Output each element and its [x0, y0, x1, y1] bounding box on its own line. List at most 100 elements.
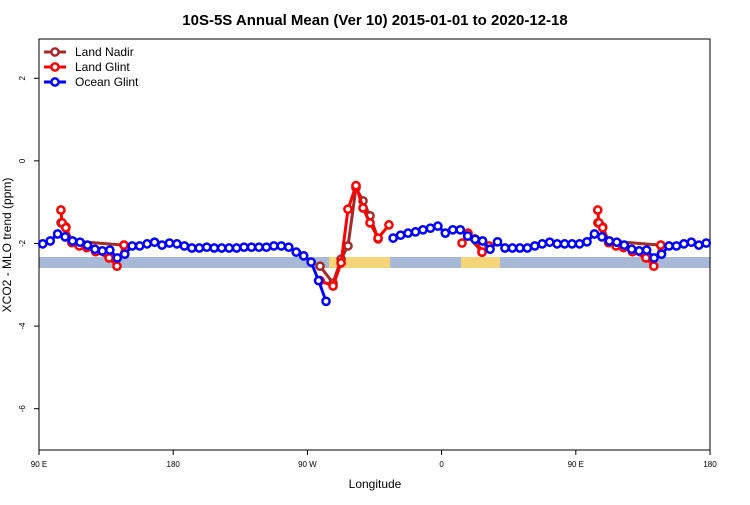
point: [515, 243, 525, 253]
point: [37, 239, 48, 249]
point: [655, 240, 666, 250]
point: [559, 239, 570, 249]
point: [477, 236, 488, 246]
x-tick-label: 0: [439, 460, 444, 469]
point: [328, 281, 338, 291]
point: [619, 240, 630, 250]
point: [60, 222, 71, 233]
point: [127, 241, 138, 251]
point: [52, 229, 63, 239]
point: [194, 243, 205, 253]
point: [552, 239, 563, 249]
x-tick-label: 90 W: [298, 460, 317, 469]
point: [403, 228, 413, 238]
point: [97, 246, 108, 256]
point: [104, 253, 114, 263]
legend-marker: [50, 62, 60, 72]
point: [269, 241, 279, 251]
point: [291, 247, 302, 257]
point: [239, 242, 249, 253]
x-axis-label: Longitude: [349, 477, 402, 491]
point: [701, 238, 712, 248]
point: [592, 205, 603, 215]
point: [231, 243, 242, 253]
x-tick-label: 180: [703, 460, 717, 469]
point: [641, 245, 652, 255]
point: [358, 203, 368, 213]
point: [164, 238, 175, 248]
point: [60, 232, 70, 242]
legend-label: Land Nadir: [75, 45, 134, 59]
point: [582, 236, 592, 247]
point: [455, 224, 466, 235]
x-tick-label: 180: [167, 460, 181, 469]
point: [82, 240, 93, 250]
point: [544, 237, 555, 248]
point: [597, 232, 607, 242]
point: [626, 244, 637, 255]
point: [425, 223, 436, 234]
point: [134, 241, 145, 251]
point: [574, 239, 585, 249]
y-tick-label: 2: [18, 75, 27, 80]
point: [298, 251, 309, 261]
point: [597, 222, 608, 233]
point: [395, 230, 406, 241]
point: [418, 224, 428, 235]
point: [641, 253, 651, 263]
point: [500, 243, 510, 253]
point: [462, 231, 473, 241]
point: [67, 236, 78, 246]
land-band: [39, 257, 710, 268]
point: [634, 246, 645, 256]
point: [664, 241, 674, 251]
point: [567, 239, 577, 249]
point: [157, 240, 167, 250]
point: [261, 242, 272, 253]
point: [321, 296, 331, 307]
point: [90, 244, 100, 255]
point: [186, 243, 197, 253]
point: [306, 257, 316, 267]
y-axis-label: XCO2 - MLO trend (ppm): [0, 178, 14, 313]
point: [209, 243, 220, 253]
point: [440, 228, 451, 238]
point: [671, 241, 682, 251]
point: [119, 240, 129, 250]
point: [649, 253, 659, 263]
point: [656, 249, 667, 260]
point: [492, 236, 503, 247]
point: [343, 241, 353, 251]
point: [447, 224, 458, 235]
point: [343, 204, 353, 215]
point: [373, 233, 383, 243]
point: [693, 240, 704, 250]
point: [679, 239, 689, 249]
point: [384, 220, 394, 230]
point: [315, 261, 325, 272]
point: [75, 237, 85, 248]
point: [224, 243, 234, 253]
point: [648, 261, 659, 272]
point: [611, 237, 622, 248]
point: [172, 239, 182, 249]
point: [149, 237, 160, 248]
y-tick-label: 0: [18, 158, 27, 163]
x-tick-label: 90 E: [31, 460, 47, 469]
point: [142, 239, 152, 249]
point: [246, 242, 257, 253]
point: [433, 221, 443, 231]
land-segment: [329, 257, 390, 268]
point: [276, 241, 287, 251]
point: [45, 236, 56, 246]
y-tick-label: -4: [18, 322, 27, 330]
point: [56, 205, 66, 215]
legend-label: Land Glint: [75, 60, 130, 74]
point: [507, 243, 518, 253]
point: [336, 258, 346, 268]
point: [470, 234, 480, 245]
point: [537, 239, 548, 249]
point: [388, 233, 398, 243]
point: [283, 242, 294, 253]
